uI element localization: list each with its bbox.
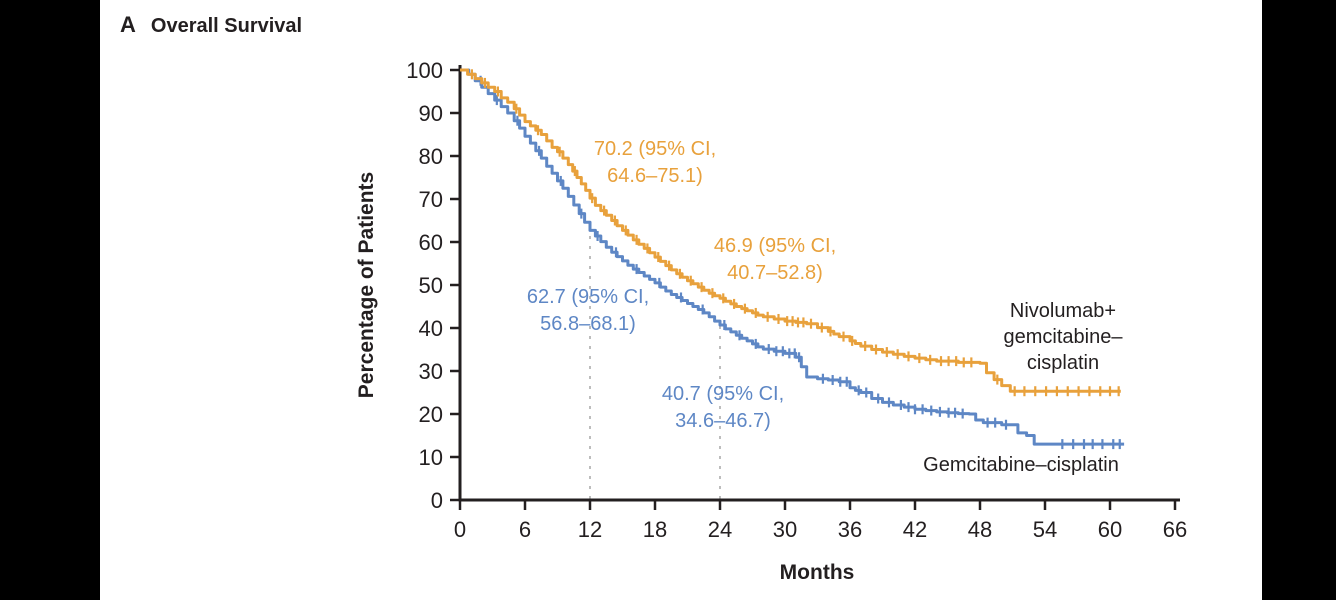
x-tick-label: 30 (773, 517, 797, 542)
y-tick-label: 90 (419, 101, 443, 126)
legend-gemcitabine: Gemcitabine–cisplatin (923, 452, 1119, 478)
x-tick-label: 6 (519, 517, 531, 542)
y-tick-label: 70 (419, 187, 443, 212)
axes (458, 65, 1180, 502)
survival-curve-nivolumab (460, 68, 1121, 397)
x-tick-label: 48 (968, 517, 992, 542)
y-tick-label: 100 (406, 58, 443, 83)
annotation-line: 64.6–75.1) (607, 165, 703, 187)
figure-panel-a: 0 10 20 30 40 50 60 70 80 90 100 0 6 12 18 24 30 36 42 48 54… (100, 0, 1262, 600)
x-tick-label: 24 (708, 517, 732, 542)
annotation-line: 62.7 (95% CI, (526, 286, 650, 308)
y-tick-label: 30 (419, 359, 443, 384)
y-axis-ticks: 0 10 20 30 40 50 60 70 80 90 100 (406, 58, 460, 513)
legend-line: Gemcitabine–cisplatin (923, 454, 1119, 476)
y-tick-label: 40 (419, 316, 443, 341)
annotation-nivolumab-12mo: 70.2 (95% CI, 64.6–75.1) (594, 136, 716, 190)
legend-line: gemcitabine– (1003, 326, 1123, 348)
legend-line: cisplatin (1026, 352, 1100, 374)
y-tick-label: 80 (419, 144, 443, 169)
survival-curve-gemcitabine (460, 68, 1125, 450)
annotation-line: 70.2 (95% CI, (593, 138, 717, 160)
x-tick-label: 60 (1098, 517, 1122, 542)
legend-line: Nivolumab+ (1009, 300, 1117, 322)
annotation-nivolumab-24mo: 46.9 (95% CI, 40.7–52.8) (714, 233, 836, 287)
reference-lines (589, 230, 721, 499)
y-tick-label: 20 (419, 402, 443, 427)
annotation-line: 40.7 (95% CI, (661, 383, 785, 405)
annotation-gemcitabine-24mo: 40.7 (95% CI, 34.6–46.7) (662, 381, 784, 435)
annotation-line: 34.6–46.7) (675, 410, 771, 432)
annotation-line: 40.7–52.8) (727, 262, 823, 284)
panel-label: A (120, 12, 136, 37)
x-tick-label: 42 (903, 517, 927, 542)
left-letterbox (0, 0, 100, 600)
x-tick-label: 36 (838, 517, 862, 542)
annotation-line: 56.8–68.1) (540, 313, 636, 335)
x-tick-label: 0 (454, 517, 466, 542)
x-tick-label: 66 (1163, 517, 1187, 542)
panel-title-text: Overall Survival (150, 15, 303, 37)
legend-nivolumab: Nivolumab+ gemcitabine– cisplatin (1004, 298, 1123, 376)
y-axis-label: Percentage of Patients (355, 171, 378, 399)
y-tick-label: 0 (431, 488, 443, 513)
x-tick-label: 12 (578, 517, 602, 542)
y-tick-label: 60 (419, 230, 443, 255)
annotation-line: 46.9 (95% CI, (713, 235, 837, 257)
x-tick-label: 54 (1033, 517, 1057, 542)
x-axis-ticks: 0 6 12 18 24 30 36 42 48 54 60 66 (454, 500, 1187, 542)
x-axis-label: Months (779, 561, 855, 584)
panel-title: A Overall Survival (120, 12, 302, 38)
survival-chart: 0 10 20 30 40 50 60 70 80 90 100 0 6 12 18 24 30 36 42 48 54… (406, 58, 1187, 542)
annotation-gemcitabine-12mo: 62.7 (95% CI, 56.8–68.1) (527, 284, 649, 338)
y-tick-label: 50 (419, 273, 443, 298)
y-tick-label: 10 (419, 445, 443, 470)
right-letterbox (1262, 0, 1336, 600)
x-tick-label: 18 (643, 517, 667, 542)
step-path (460, 68, 1125, 446)
